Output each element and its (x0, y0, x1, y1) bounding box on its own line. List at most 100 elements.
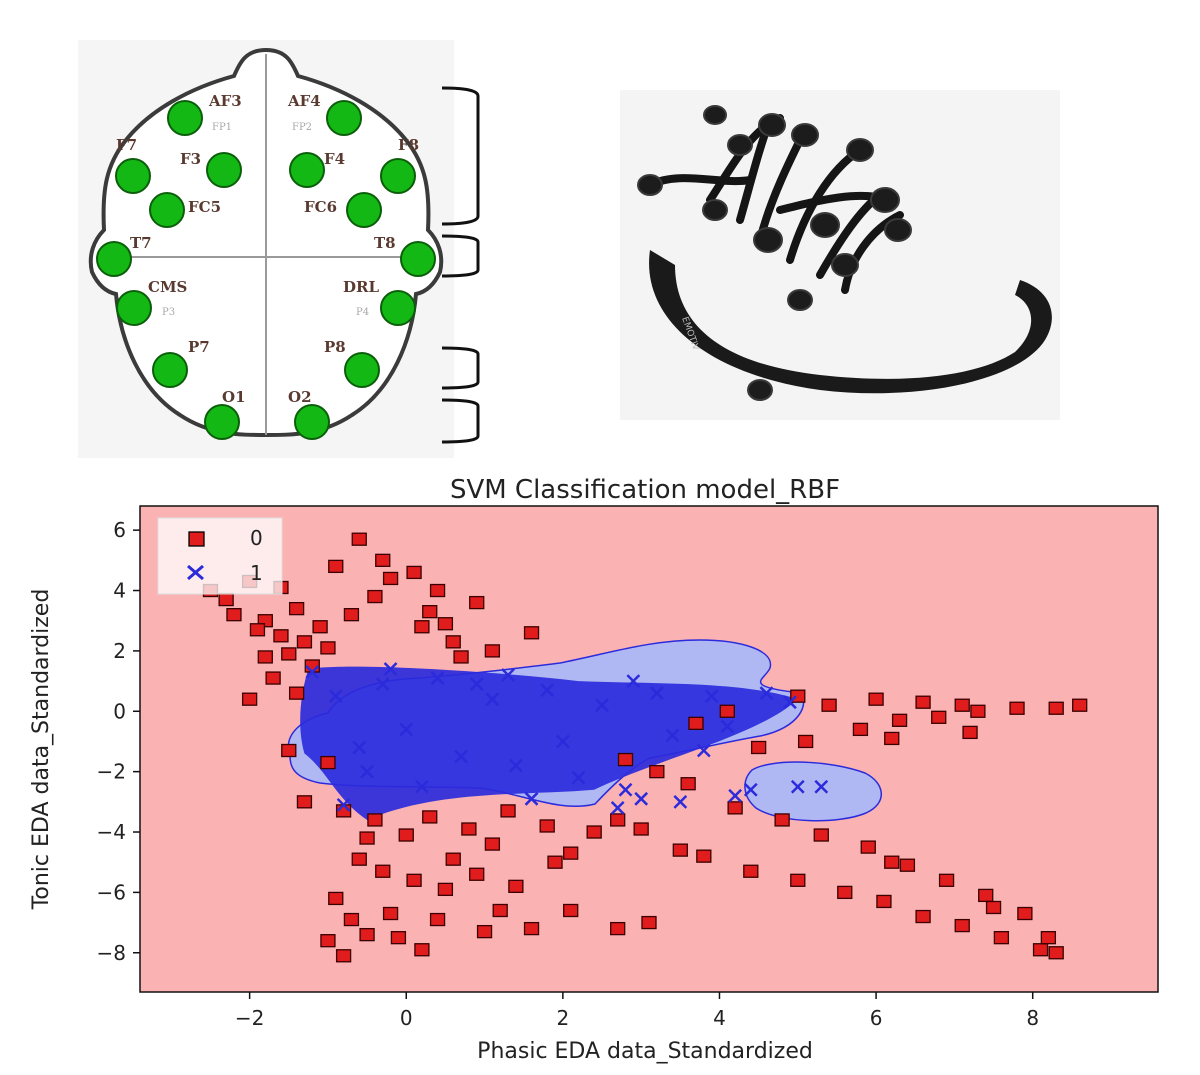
point-class1 (595, 698, 609, 713)
point-class0 (343, 912, 360, 927)
point-class0 (288, 686, 305, 700)
point-class1 (704, 689, 719, 704)
point-class0 (296, 635, 313, 649)
electrode-sublabel-af4: FP2 (292, 122, 312, 133)
legend-marker-class1 (187, 564, 204, 581)
point-class0 (453, 650, 469, 664)
point-class0 (343, 608, 360, 622)
x-tick-label: 8 (1026, 1006, 1039, 1030)
point-class1 (743, 782, 758, 797)
y-tick-label: 4 (113, 579, 126, 603)
point-class0 (978, 888, 994, 903)
point-class0 (1040, 931, 1057, 945)
point-class0 (367, 589, 383, 604)
electrode-sublabel-af3: FP1 (212, 122, 232, 133)
point-class0 (610, 921, 626, 936)
point-class0 (610, 813, 626, 827)
electrode-o2 (294, 404, 330, 440)
point-class1 (336, 797, 351, 812)
point-class0 (367, 813, 383, 827)
sensor-pods (637, 105, 912, 401)
point-class0 (1048, 946, 1064, 960)
electrode-label-p7: P7 (188, 338, 210, 356)
x-tick-label: 4 (713, 1006, 726, 1030)
point-class1 (649, 686, 664, 701)
svm-chart: SVM Classification model_RBF −2 0 2 4 6 8 −8−… (29, 475, 1159, 1064)
electrode-label-p8: P8 (324, 338, 346, 356)
point-class0 (1009, 701, 1025, 715)
point-class0 (281, 743, 297, 758)
point-class0 (617, 752, 634, 767)
point-class0 (899, 858, 916, 872)
point-class0 (563, 846, 579, 860)
point-class0 (523, 626, 540, 640)
point-class0 (821, 698, 837, 712)
bracket-frontal (441, 86, 480, 226)
point-class0 (382, 571, 399, 586)
bracket-temporal (441, 234, 480, 278)
point-class0 (359, 831, 375, 845)
point-class1 (696, 743, 711, 758)
point-class0 (257, 650, 273, 664)
point-class0 (296, 795, 313, 809)
plot-frame (139, 505, 1159, 993)
y-tick-label: −8 (97, 941, 126, 965)
legend-marker-class0 (188, 531, 205, 547)
y-tick-label: −4 (97, 820, 126, 844)
point-class0 (476, 924, 493, 939)
electrodes: AF3 FP1 AF4 FP2 F7 F3 F4 F8 FC5 FC6 T7 T8 CMS P3 DRL P4… (96, 92, 436, 440)
point-class1 (485, 692, 500, 707)
point-class0 (985, 900, 1002, 915)
point-class0 (445, 852, 461, 866)
point-class0 (633, 822, 649, 836)
point-class1 (555, 734, 570, 749)
chart-title: SVM Classification model_RBF (450, 475, 840, 505)
point-class0 (445, 635, 461, 649)
point-class0 (265, 671, 281, 685)
electrode-p7 (152, 352, 188, 388)
electrode-p8 (344, 352, 380, 388)
y-tick-label: −6 (97, 880, 126, 904)
point-class0 (437, 882, 454, 897)
point-class0 (500, 804, 516, 818)
point-class1 (626, 674, 641, 688)
point-class0 (750, 740, 767, 755)
point-class0 (962, 725, 978, 740)
point-class0 (727, 801, 743, 815)
point-class0 (492, 903, 508, 918)
y-tick-label: 6 (113, 518, 126, 542)
electrode-o1 (204, 404, 240, 440)
bracket-parietal (441, 346, 480, 390)
point-class1 (305, 665, 320, 679)
x-tick-label: −2 (235, 1006, 264, 1030)
point-class0 (743, 864, 759, 878)
electrode-label-cms: CMS (148, 278, 187, 296)
point-class0 (641, 915, 657, 930)
point-class0 (422, 605, 438, 619)
point-class0 (586, 825, 602, 839)
point-class0 (508, 879, 524, 893)
point-class1 (375, 677, 390, 691)
point-class0 (790, 873, 806, 887)
point-class1 (524, 791, 539, 806)
point-class0 (813, 828, 829, 842)
point-class0 (938, 873, 955, 887)
data-points (202, 532, 1088, 963)
point-class0 (414, 943, 430, 957)
point-class1 (759, 686, 774, 701)
point-class0 (672, 843, 688, 857)
point-class1 (508, 758, 523, 773)
electrode-label-t7: T7 (130, 234, 152, 252)
point-class0 (680, 777, 696, 791)
class1-region-island (744, 761, 882, 822)
x-tick-label: 6 (870, 1006, 883, 1030)
point-class0 (288, 601, 305, 616)
point-class0 (414, 620, 430, 634)
y-axis-label: Tonic EDA data_Standardized (29, 589, 54, 911)
electrode-label-af3: AF3 (208, 92, 242, 110)
point-class0 (320, 934, 336, 948)
x-axis-ticks: −2 0 2 4 6 8 (235, 992, 1039, 1030)
point-class0 (860, 840, 876, 854)
point-class0 (429, 583, 446, 598)
point-class0 (523, 921, 540, 936)
